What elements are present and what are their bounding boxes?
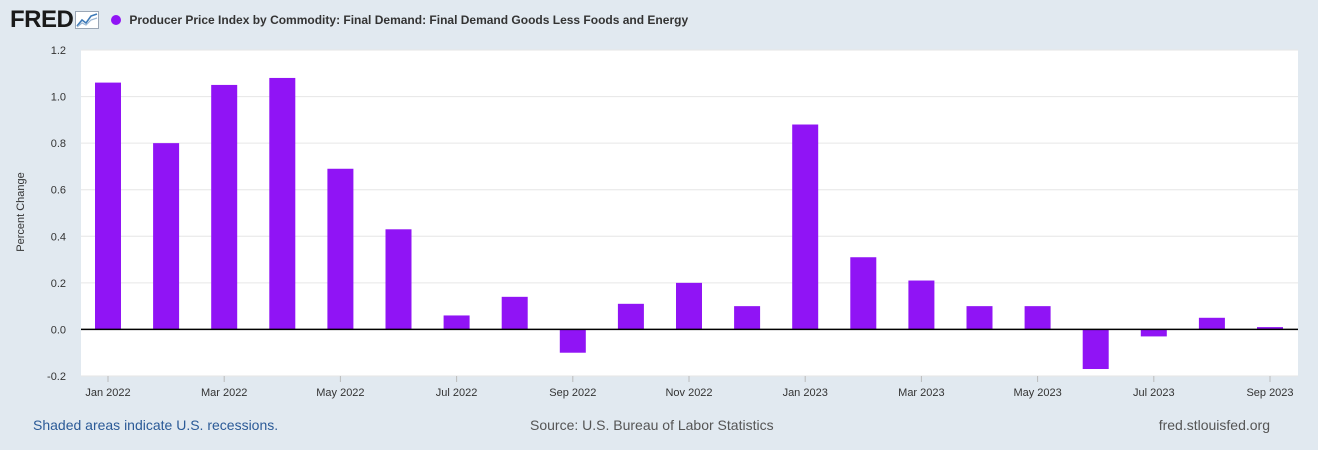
y-tick-label: 1.0 xyxy=(51,92,66,104)
chart-header: FRED Producer Price Index by Commodity: … xyxy=(10,6,688,34)
bar xyxy=(734,306,761,330)
x-tick-label: May 2023 xyxy=(1013,387,1061,399)
bar xyxy=(1140,329,1167,337)
x-tick-label: Jan 2023 xyxy=(783,387,828,399)
line-graph-icon xyxy=(75,11,100,29)
bar xyxy=(966,306,993,330)
x-tick-label: Jul 2023 xyxy=(1133,387,1175,399)
bar xyxy=(617,303,644,330)
y-tick-label: 0.4 xyxy=(51,231,66,243)
bar xyxy=(95,82,121,330)
y-tick-label: 1.2 xyxy=(51,45,66,57)
y-tick-label: 0.0 xyxy=(51,324,66,336)
x-tick-label: May 2022 xyxy=(316,387,364,399)
x-tick-label: Sep 2023 xyxy=(1246,387,1293,399)
x-tick-label: Jul 2022 xyxy=(436,387,478,399)
chart-plot: 1.2 1.0 0.8 0.6 0.4 0.2 0.0 -0.2 Jan 2022 Mar 202… xyxy=(15,45,1298,399)
y-tick-label: 0.8 xyxy=(51,138,66,150)
y-tick-label: -0.2 xyxy=(47,371,66,383)
bar xyxy=(211,84,238,330)
y-tick-label: 0.2 xyxy=(51,278,66,290)
bar xyxy=(676,282,702,330)
chart-legend: Producer Price Index by Commodity: Final… xyxy=(111,13,688,27)
bar xyxy=(850,257,877,330)
y-tick-label: 0.6 xyxy=(51,185,66,197)
legend-marker xyxy=(111,15,122,25)
bar xyxy=(385,229,412,330)
x-tick-label: Nov 2022 xyxy=(665,387,712,399)
bar xyxy=(1024,306,1051,330)
bar xyxy=(443,315,470,330)
fred-logo-text: FRED xyxy=(10,6,74,33)
bar xyxy=(1198,317,1225,330)
site-link[interactable]: fred.stlouisfed.org xyxy=(1158,417,1270,433)
x-tick-label: Jan 2022 xyxy=(85,387,130,399)
source-text: Source: U.S. Bureau of Labor Statistics xyxy=(530,417,774,433)
bar xyxy=(1082,329,1109,370)
bar xyxy=(153,143,180,330)
x-tick-label: Sep 2022 xyxy=(549,387,596,399)
bar xyxy=(269,77,296,330)
fred-logo[interactable]: FRED xyxy=(10,6,100,34)
bar xyxy=(792,124,819,330)
bar xyxy=(559,329,586,353)
x-tick-label: Mar 2023 xyxy=(898,387,944,399)
legend-series-title: Producer Price Index by Commodity: Final… xyxy=(129,13,689,27)
y-axis-label: Percent Change xyxy=(15,172,27,252)
bar xyxy=(327,168,354,330)
x-tick-label: Mar 2022 xyxy=(201,387,247,399)
bar xyxy=(908,280,935,330)
bar xyxy=(1257,327,1283,330)
bar xyxy=(501,296,528,330)
recession-note-link[interactable]: Shaded areas indicate U.S. recessions. xyxy=(33,417,279,433)
